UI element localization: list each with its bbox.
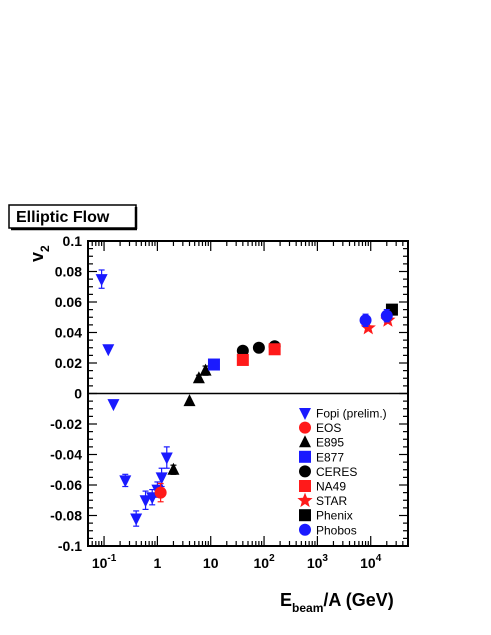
legend-marker [299, 408, 311, 420]
data-point-phobos [380, 309, 393, 322]
x-axis-label: Ebeam/A (GeV) [280, 590, 394, 615]
y-tick-label: 0 [74, 386, 82, 402]
y-axis-label-main: v [27, 252, 47, 262]
data-point-e895 [167, 462, 180, 475]
legend-marker [299, 480, 311, 492]
y-tick-label: 0.1 [63, 233, 83, 249]
data-point-fopi-prelim [107, 399, 120, 412]
legend-marker [299, 435, 311, 448]
x-axis-label-main: E [280, 590, 292, 610]
data-point-star [360, 319, 376, 335]
data-point-e895 [192, 371, 205, 384]
data-point-e895 [199, 363, 212, 376]
legend-label: Phobos [316, 523, 357, 537]
data-point-na49 [268, 343, 281, 356]
x-axis-label-sub: beam [292, 601, 323, 615]
y-axis-label: v2 [27, 245, 52, 262]
y-tick-label: 0.02 [55, 355, 82, 371]
y-tick-label: -0.08 [50, 508, 82, 524]
x-tick-label: 1 [153, 555, 161, 571]
plot-area: 0.1 0.08 0.06 0.04 0.02 0 -0.02 -0.04 -0.06 -0.08… [50, 233, 409, 571]
data-point-fopi-prelim [95, 274, 108, 287]
data-point-fopi-prelim [119, 475, 132, 488]
data-point-fopi-prelim [139, 495, 152, 508]
data-point-fopi-prelim [130, 513, 143, 526]
data-point-ceres [236, 344, 249, 357]
y-tick-label: 0.08 [55, 264, 82, 280]
y-tick-label: -0.04 [50, 447, 82, 463]
y-tick-label: 0.06 [55, 294, 82, 310]
y-axis-label-sub: 2 [38, 245, 52, 252]
title-box: Elliptic Flow [8, 204, 138, 231]
data-point-e877 [207, 358, 220, 371]
legend-label: E877 [316, 450, 344, 464]
x-tick-label: 102 [253, 553, 275, 571]
legend-marker [299, 465, 311, 478]
legend-marker [297, 492, 313, 508]
data-point-phobos [359, 314, 372, 327]
y-tick-label: 0.04 [55, 325, 82, 341]
legend-label: CERES [316, 465, 357, 479]
y-tick-label: -0.1 [58, 538, 82, 554]
y-tick-label: -0.06 [50, 477, 82, 493]
data-point-ceres [252, 341, 265, 354]
y-tick-label: -0.02 [50, 416, 82, 432]
data-point-na49 [236, 353, 249, 366]
legend-marker [299, 421, 311, 434]
data-point-eos [154, 486, 167, 499]
legend: Fopi (prelim.)EOSE895E877CERESNA49STARPh… [297, 407, 387, 537]
legend-label: NA49 [316, 480, 346, 494]
legend-label: Fopi (prelim.) [316, 407, 387, 421]
legend-label: E895 [316, 436, 344, 450]
chart-title: Elliptic Flow [16, 209, 110, 226]
x-tick-label: 104 [360, 553, 382, 571]
legend-label: STAR [316, 494, 347, 508]
x-tick-label: 10-1 [92, 553, 117, 571]
data-point-e895 [183, 394, 196, 407]
legend-marker [299, 523, 311, 536]
legend-marker [299, 509, 311, 522]
data-point-fopi-prelim [160, 452, 173, 465]
legend-label: Phenix [316, 509, 353, 523]
legend-marker [299, 450, 311, 463]
x-tick-label: 10 [203, 555, 219, 571]
data-point-fopi-prelim [102, 344, 115, 357]
x-axis-label-unit: /A (GeV) [323, 590, 393, 610]
legend-label: EOS [316, 421, 341, 435]
x-tick-label: 103 [307, 553, 329, 571]
data-point-fopi-prelim [155, 472, 168, 485]
